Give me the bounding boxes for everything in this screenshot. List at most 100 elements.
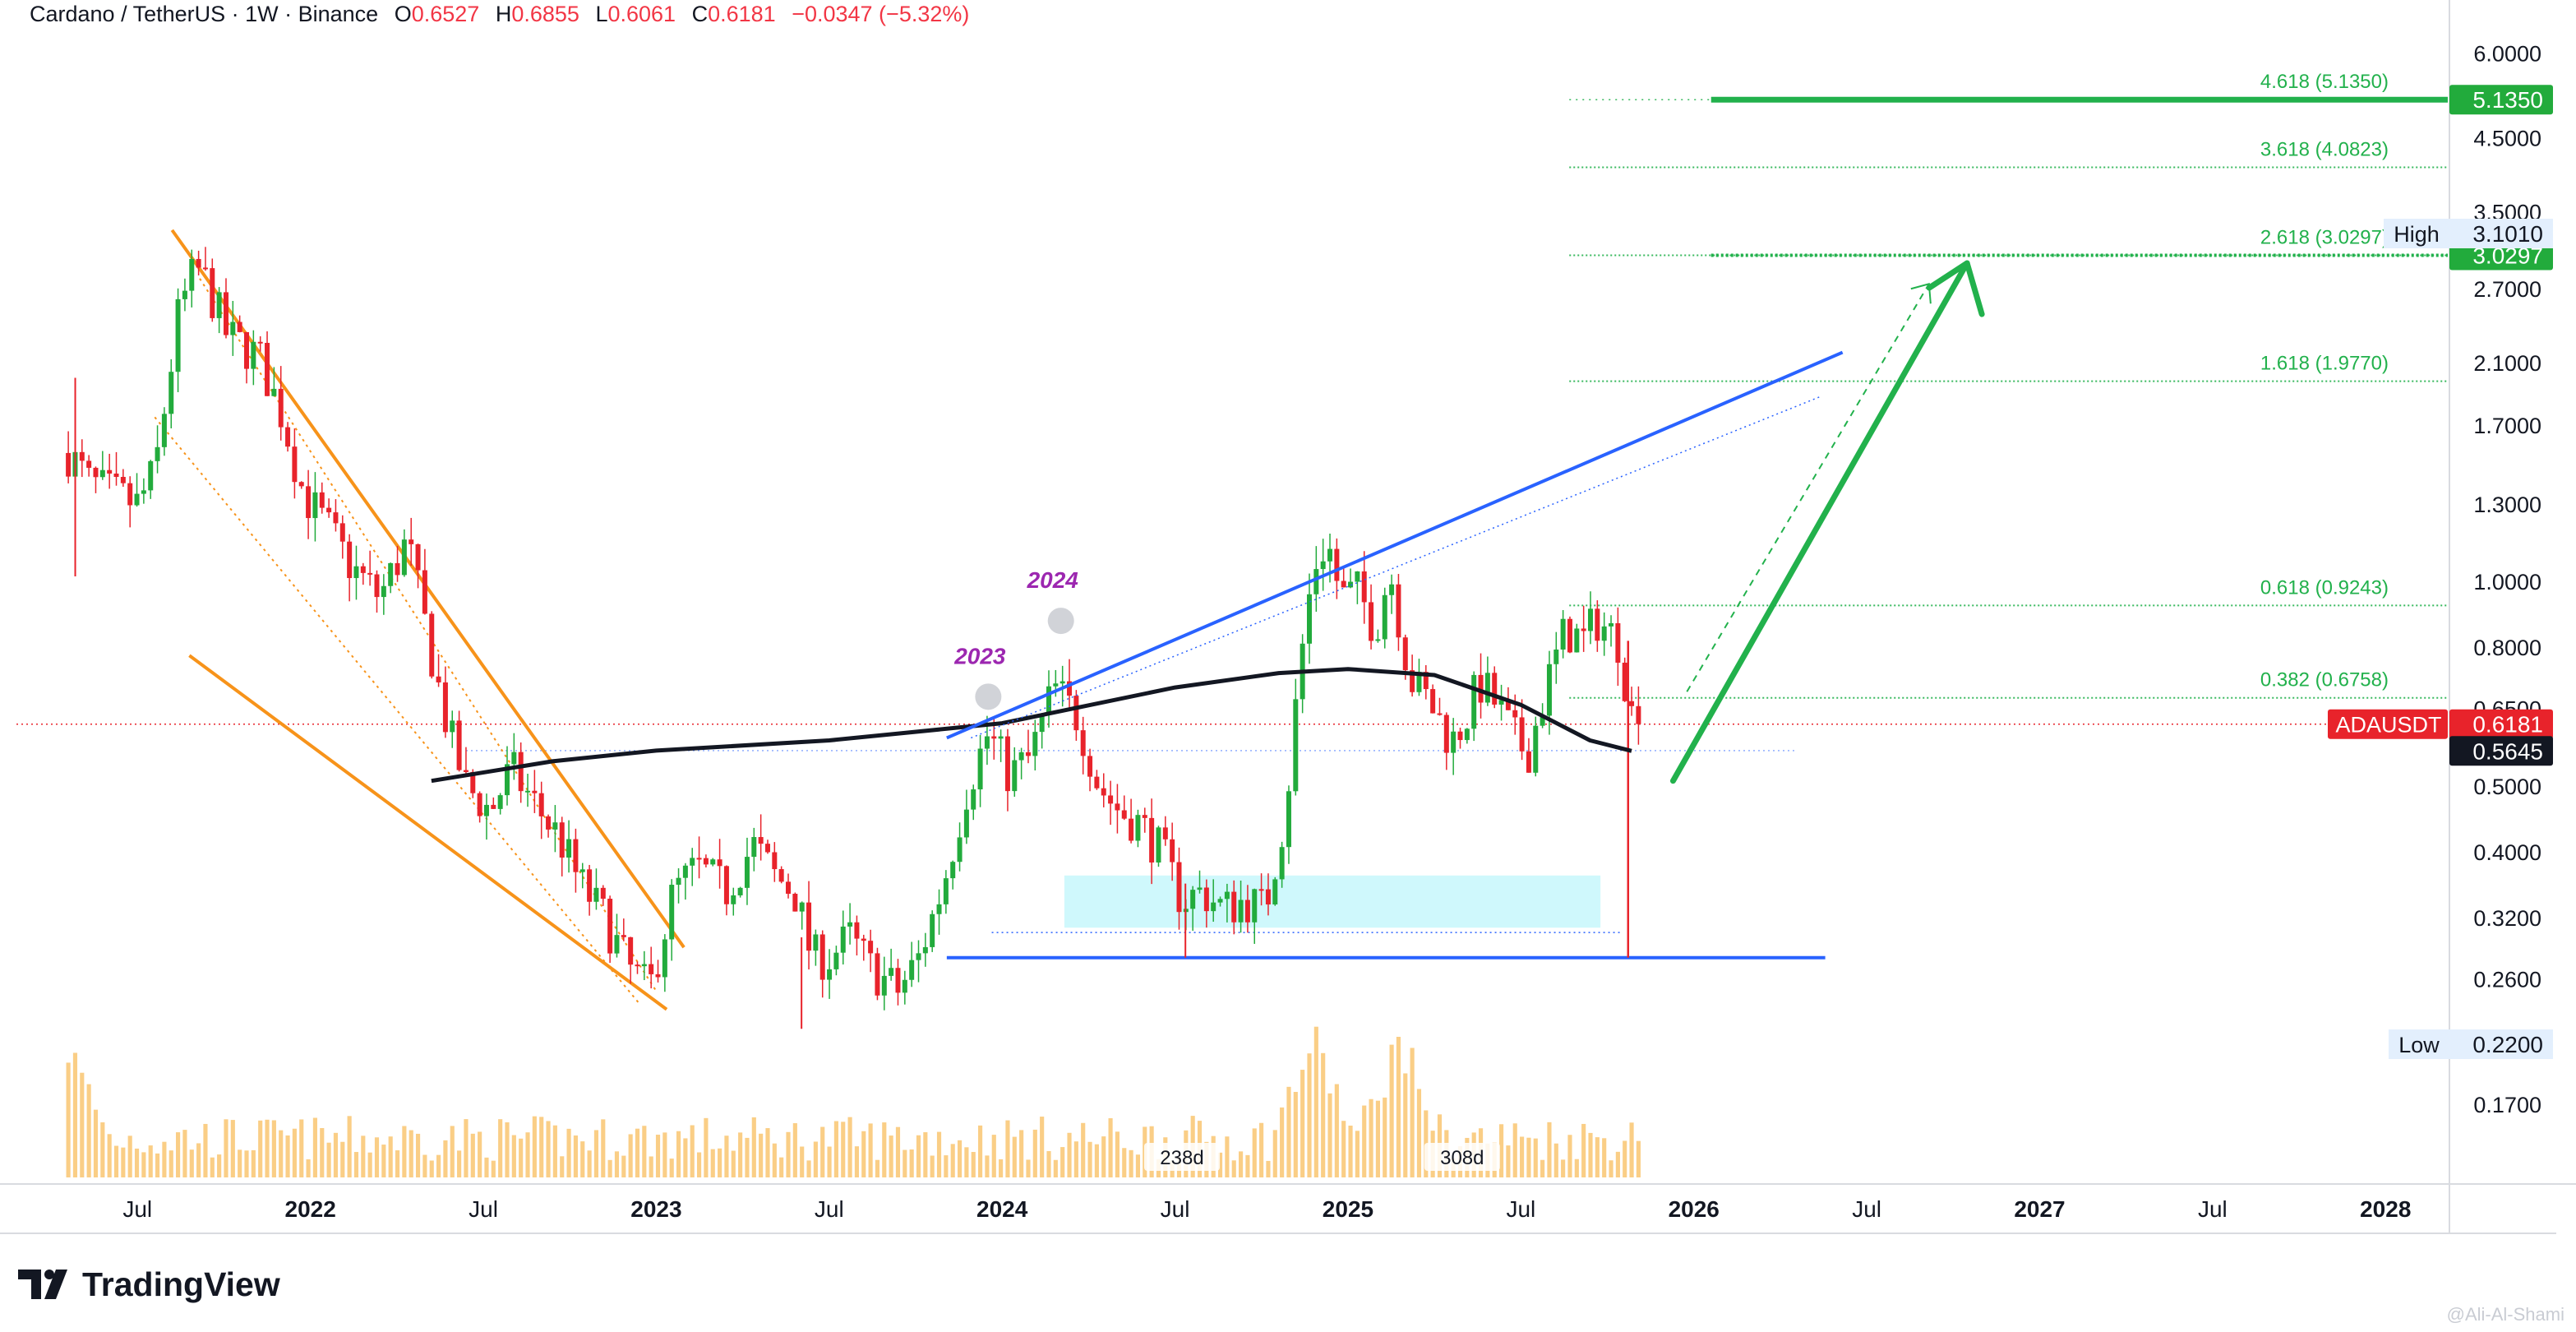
fib-level-label: 3.618 (4.0823) (2260, 139, 2389, 161)
fib-level-label: 2.618 (3.0297) (2260, 227, 2389, 249)
price-tick-label: 0.3200 (2473, 906, 2541, 931)
volume-bar (340, 1141, 345, 1177)
volume-bar (1396, 1036, 1401, 1177)
candle-body (409, 539, 414, 544)
candle-body (1622, 662, 1627, 701)
price-tick-label: 1.3000 (2473, 493, 2541, 517)
volume-bar (1239, 1151, 1244, 1177)
watermark: @Ali-Al-Shami (2446, 1304, 2564, 1325)
price-badge: 0.6181 (2472, 712, 2543, 738)
candle-body (237, 321, 242, 332)
volume-bar (429, 1160, 434, 1177)
candle-body (216, 292, 222, 318)
volume-bar (1574, 1159, 1579, 1177)
close-label: C (691, 2, 709, 26)
volume-bar (1060, 1147, 1065, 1177)
volume-bar (1300, 1070, 1305, 1177)
price-badge-bg (2449, 736, 2553, 766)
volume-bar (614, 1151, 620, 1177)
candle-body (155, 446, 160, 461)
tradingview-logo[interactable]: TradingView (18, 1260, 280, 1309)
candle-body (1258, 889, 1264, 891)
volume-bar (388, 1136, 393, 1177)
volume-bar (210, 1157, 215, 1177)
candle-body (1252, 889, 1258, 923)
candle-body (429, 613, 435, 677)
candle-body (587, 869, 593, 902)
volume-bar (539, 1117, 544, 1177)
volume-bar (299, 1119, 304, 1177)
candle-body (1471, 674, 1477, 729)
time-tick-label: Jul (122, 1196, 152, 1222)
candle-body (579, 869, 585, 872)
volume-bar (1595, 1137, 1600, 1177)
volume-bar (1327, 1093, 1332, 1177)
candle-body (922, 946, 928, 954)
candle-body (1361, 571, 1367, 603)
low-label: L (595, 2, 608, 26)
volume-bar (1561, 1159, 1566, 1177)
close-value: 0.6181 (708, 2, 776, 26)
candle-body (792, 894, 798, 912)
candle-body (1341, 580, 1346, 588)
volume-bar (861, 1131, 866, 1177)
candle-body (1190, 890, 1196, 909)
candle-body (984, 736, 990, 749)
candle-body (257, 341, 263, 344)
candle-body (1553, 649, 1559, 664)
candle-body (847, 922, 853, 927)
candle-body (943, 878, 949, 904)
candle-body (463, 770, 469, 772)
volume-bar (93, 1109, 99, 1177)
candle-body (1451, 731, 1457, 753)
volume-bar (203, 1123, 208, 1177)
volume-bars (66, 1026, 1641, 1177)
volume-bar (690, 1125, 695, 1177)
candle-body (504, 764, 510, 796)
price-tick-label: 6.0000 (2473, 41, 2541, 66)
volume-bar (1122, 1148, 1127, 1177)
price-badge: 0.5645 (2472, 738, 2543, 764)
volume-bar (72, 1052, 78, 1177)
candle-body (861, 938, 866, 941)
candle-body (1615, 622, 1621, 663)
volume-bar (196, 1143, 201, 1177)
price-tick-label: 0.1700 (2473, 1093, 2541, 1117)
volume-bar (162, 1141, 167, 1177)
candle-body (141, 490, 146, 494)
volume-bar (628, 1134, 633, 1177)
candle-body (614, 935, 620, 954)
volume-bar (895, 1126, 901, 1177)
volume-bar (381, 1145, 386, 1177)
volume-bar (745, 1137, 750, 1177)
candle-body (339, 523, 345, 542)
candle-body (682, 865, 688, 878)
candle-body (1265, 889, 1271, 905)
volume-bar (1567, 1135, 1572, 1177)
volume-bar (402, 1126, 407, 1177)
volume-bar (833, 1121, 838, 1177)
time-tick-label: Jul (1506, 1196, 1535, 1222)
candle-body (662, 939, 667, 978)
candle-body (1430, 689, 1436, 714)
candle-body (628, 937, 634, 965)
candle-body (1238, 900, 1244, 923)
volume-bar (1498, 1124, 1504, 1177)
wedge-mid-line (199, 278, 658, 992)
time-tick-label: Jul (2198, 1196, 2227, 1222)
volume-bar (491, 1160, 496, 1177)
candle-body (1540, 715, 1545, 726)
volume-bar (1293, 1091, 1298, 1177)
volume-bar (1266, 1160, 1271, 1177)
volume-bar (353, 1152, 359, 1177)
candle-body (1457, 731, 1463, 741)
volume-bar (450, 1126, 455, 1177)
symbol-title: Cardano / TetherUS · 1W · Binance (30, 2, 379, 26)
volume-bar (759, 1133, 764, 1177)
candle-body (854, 922, 860, 939)
volume-bar (827, 1146, 832, 1177)
volume-bar (779, 1157, 784, 1177)
candle-body (731, 895, 736, 904)
candle-body (1375, 639, 1381, 641)
